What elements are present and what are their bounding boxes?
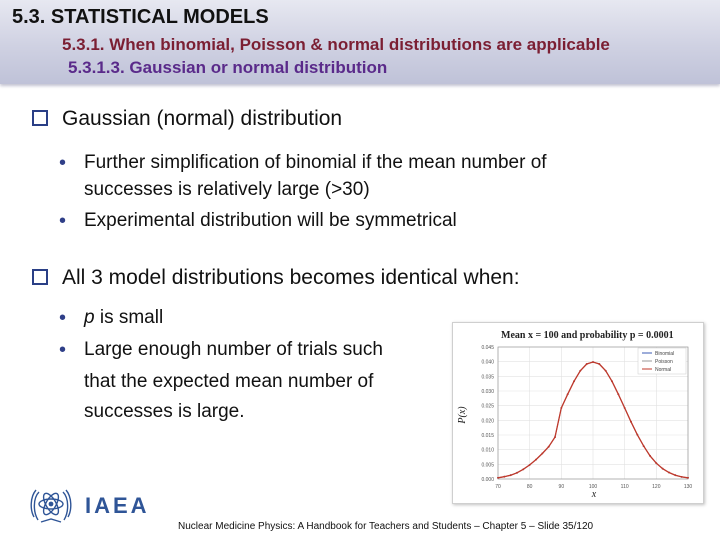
iaea-logo: IAEA [28,484,168,531]
data-point-normal [573,380,575,383]
slide-header: 5.3. STATISTICAL MODELS 5.3.1. When bino… [0,0,720,84]
legend-label: Poisson [655,359,673,365]
y-tick-label: 0.045 [481,345,494,351]
bullet-simplification: • Further simplification of binomial if … [59,147,547,179]
bullet-p-small: • p is small [59,302,164,334]
bullet-continuation: successes is large. [84,401,245,422]
y-tick-label: 0.040 [481,360,494,366]
x-tick-label: 100 [589,484,598,490]
bullet-text: Further simplification of binomial if th… [84,152,547,173]
slide-section: 5.3.1.3. Gaussian or normal distribution [68,58,388,77]
bullet-continuation: successes is relatively large (>30) [84,179,370,200]
data-point-normal [528,464,531,466]
data-point-normal [655,462,658,465]
data-point-normal [535,458,537,461]
plot-frame [497,346,689,480]
slide-footer: Nuclear Medicine Physics: A Handbook for… [178,521,594,532]
bullet-dot-icon: • [59,339,67,361]
data-point-normal [503,475,506,478]
bullet-text: Experimental distribution will be symmet… [84,210,457,231]
data-point-normal [554,436,556,438]
data-point-normal [579,369,582,372]
chart-ylabel: P(x) [457,406,468,425]
data-point-normal [623,407,626,409]
bullet-large-trials: • Large enough number of trials such [59,334,383,366]
data-point-normal [598,363,601,365]
checkbox-bullet-icon [32,110,48,126]
data-point-normal [661,467,664,470]
variable-p: p [84,307,95,328]
distribution-chart: Mean x = 100 and probability p = 0.0001 … [452,322,704,504]
x-tick-label: 120 [652,484,661,490]
data-point-normal [560,407,563,409]
slide-title: 5.3. STATISTICAL MODELS [12,6,269,28]
y-tick-label: 0.015 [481,433,494,439]
x-tick-label: 80 [527,484,533,490]
data-point-normal [497,476,499,479]
data-point-normal [566,393,569,396]
chart-svg: Mean x = 100 and probability p = 0.0001 … [457,330,693,500]
iaea-logo-text: IAEA [85,493,150,518]
slide-subtitle: 5.3.1. When binomial, Poisson & normal d… [62,35,610,54]
data-point-normal [617,393,620,396]
data-point-normal [680,476,683,478]
main-point-text: Gaussian (normal) distribution [62,107,343,130]
main-point-gaussian: Gaussian (normal) distribution [32,107,343,131]
bullet-symmetrical: • Experimental distribution will be symm… [59,205,457,237]
data-point-normal [636,433,639,436]
x-tick-label: 90 [559,484,565,490]
data-point-normal [509,474,512,477]
y-tick-label: 0.030 [481,389,494,395]
checkbox-bullet-icon [32,269,48,285]
bullet-continuation: that the expected mean number of [84,371,374,392]
x-tick-label: 110 [621,484,629,490]
data-point-normal [611,380,613,383]
y-tick-label: 0.005 [481,462,494,468]
iaea-emblem-icon: IAEA [30,489,150,523]
y-tick-label: 0.010 [481,448,494,454]
main-point-text: All 3 model distributions becomes identi… [62,266,520,289]
data-point-normal [522,468,525,471]
y-tick-label: 0.025 [481,404,494,410]
data-point-normal [585,363,588,365]
y-tick-label: 0.020 [481,418,494,424]
bullet-dot-icon: • [59,307,67,329]
main-point-identical: All 3 model distributions becomes identi… [32,266,520,290]
y-tick-label: 0.035 [481,374,494,380]
data-point-normal [687,476,689,479]
legend-label: Normal [655,367,671,373]
data-point-normal [516,471,518,474]
data-point-normal [674,474,677,477]
x-tick-label: 130 [684,484,693,490]
bullet-dot-icon: • [59,152,67,174]
data-point-normal [642,445,645,447]
data-point-normal [668,471,670,474]
legend-label: Binomial [655,351,674,357]
chart-title: Mean x = 100 and probability p = 0.0001 [501,330,674,341]
bullet-text: Large enough number of trials such [84,339,383,360]
data-point-normal [541,452,544,455]
data-point-normal [592,361,594,363]
data-point-normal [630,420,632,423]
data-point-normal [604,369,607,372]
bullet-text: is small [94,307,164,328]
chart-xlabel: x [591,489,597,500]
bullet-dot-icon: • [59,210,67,232]
x-tick-label: 70 [495,484,501,490]
y-tick-label: 0.000 [481,477,494,483]
data-point-normal [649,454,651,457]
data-point-normal [547,445,550,448]
